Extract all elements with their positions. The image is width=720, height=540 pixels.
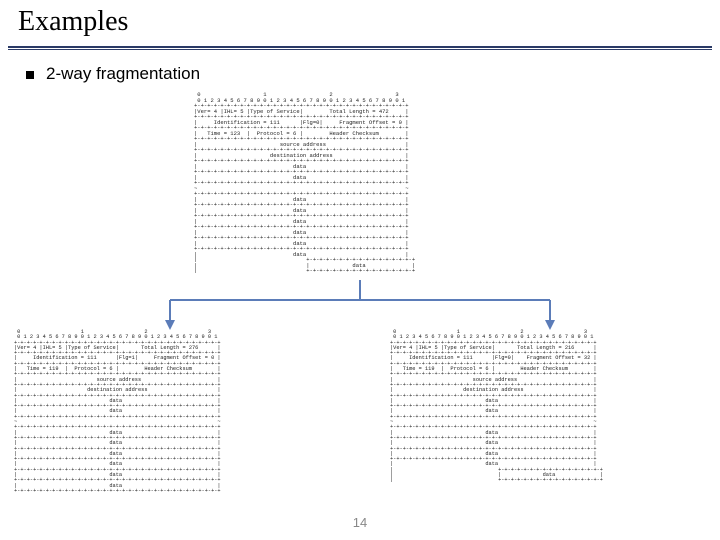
- packet-fragment-1: 0 1 2 3 0 1 2 3 4 5 6 7 8 9 0 1 2 3 4 5 …: [14, 330, 221, 494]
- bullet-text: 2-way fragmentation: [46, 64, 200, 83]
- page-title: Examples: [18, 6, 128, 38]
- packet-original: 0 1 2 3 0 1 2 3 4 5 6 7 8 9 0 1 2 3 4 5 …: [194, 92, 415, 274]
- page-number: 14: [0, 515, 720, 530]
- title-rule-thin: [8, 49, 712, 50]
- bullet-2way: 2-way fragmentation: [26, 64, 200, 84]
- title-rule-thick: [8, 46, 712, 48]
- bullet-square-icon: [26, 71, 34, 79]
- packet-fragment-2: 0 1 2 3 0 1 2 3 4 5 6 7 8 9 0 1 2 3 4 5 …: [390, 330, 603, 484]
